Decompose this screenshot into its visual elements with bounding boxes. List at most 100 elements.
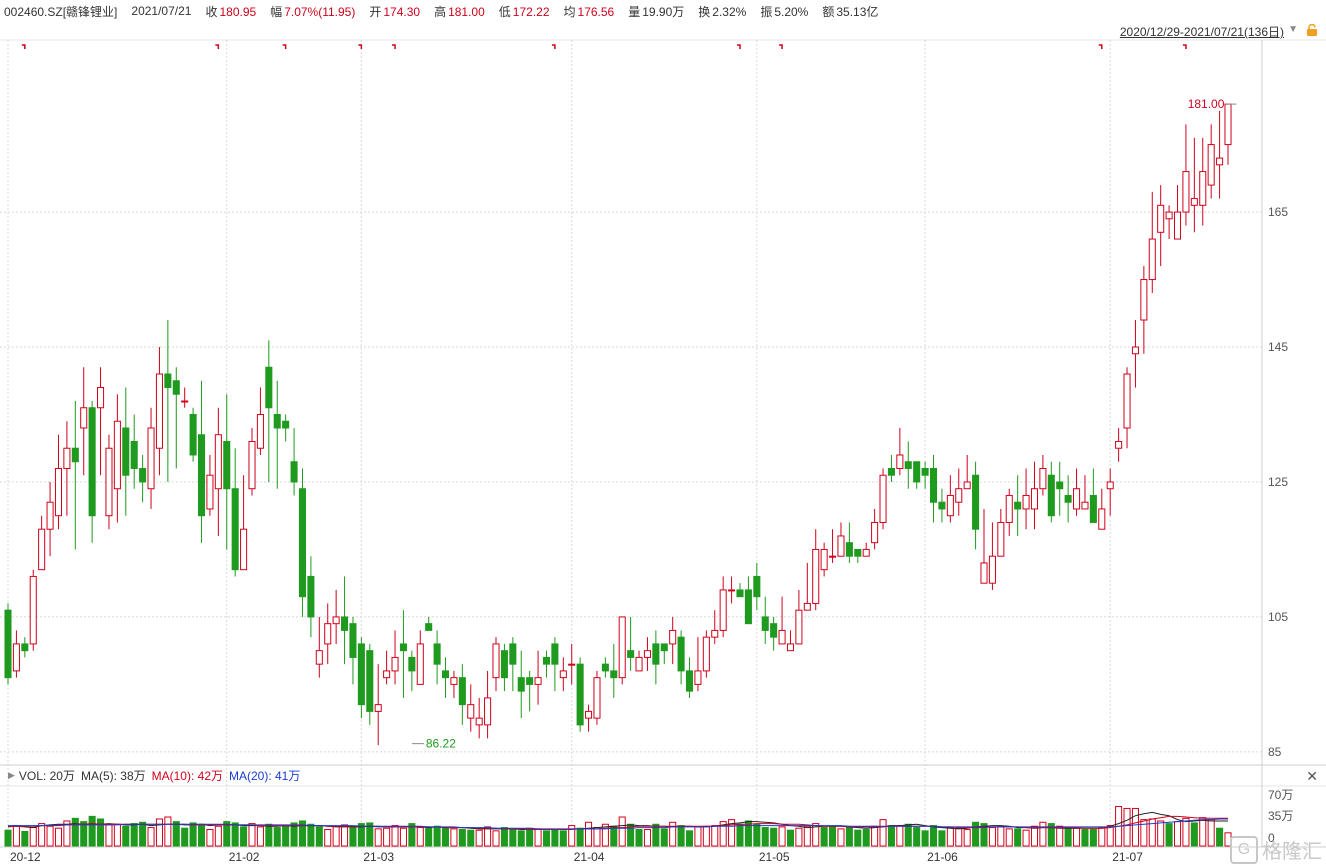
candle-down bbox=[172, 380, 180, 395]
quote-header: 002460.SZ[赣锋锂业] 2021/07/21 收 180.95 幅 7.07… bbox=[0, 0, 1326, 22]
candle-up bbox=[475, 717, 483, 726]
date-range-selector[interactable]: 2020/12/29-2021/07/21(136日) bbox=[1119, 25, 1284, 39]
candle-up bbox=[879, 474, 887, 523]
volume-bar-down bbox=[500, 827, 508, 847]
volume-indicator-bar: ▶ VOL: 20万 MA(5): 38万 MA(10): 42万 MA(20)… bbox=[0, 766, 1326, 784]
volume-bar-up bbox=[214, 825, 222, 847]
volume-bar-up bbox=[1199, 817, 1207, 847]
volume-bar-up bbox=[29, 827, 37, 847]
event-marker-icon bbox=[1098, 44, 1103, 49]
candle-up bbox=[728, 589, 736, 592]
candle-up bbox=[29, 575, 37, 645]
candle-down bbox=[677, 636, 685, 672]
volume-bar-down bbox=[862, 829, 870, 847]
candle-down bbox=[921, 467, 929, 476]
volume-bar-down bbox=[980, 823, 988, 847]
candle-down bbox=[273, 413, 281, 429]
ma10-label: MA(10): 42万 bbox=[151, 768, 223, 783]
lock-icon[interactable] bbox=[1306, 24, 1318, 36]
chevron-down-icon[interactable]: ▼ bbox=[1288, 24, 1298, 35]
candle-up bbox=[113, 420, 121, 490]
candle-down bbox=[441, 670, 450, 679]
volume-bar-up bbox=[206, 829, 214, 847]
candle-down bbox=[223, 440, 231, 490]
volume-bar-down bbox=[97, 818, 105, 847]
candle-up bbox=[248, 440, 256, 490]
amount-value: 35.13亿 bbox=[836, 4, 879, 19]
candle-down bbox=[357, 643, 365, 706]
volume-bar-down bbox=[1014, 828, 1022, 847]
month-tick-label: 20-12 bbox=[10, 850, 41, 864]
candle-up bbox=[1173, 211, 1182, 240]
volume-bar-up bbox=[38, 823, 46, 847]
candle-up bbox=[46, 501, 54, 530]
event-marker-icon bbox=[779, 44, 783, 49]
candle-up bbox=[1098, 508, 1106, 530]
volume-bar-up bbox=[871, 825, 879, 847]
candle-up bbox=[694, 670, 702, 685]
candle-up bbox=[1005, 494, 1013, 523]
volume-bar-up bbox=[997, 825, 1005, 847]
volume-bar-down bbox=[921, 830, 929, 847]
candle-up bbox=[862, 548, 870, 557]
candle-down bbox=[509, 643, 517, 665]
candle-down bbox=[972, 474, 980, 530]
candle-down bbox=[189, 413, 197, 456]
candle-down bbox=[551, 643, 559, 665]
candle-up bbox=[946, 494, 954, 517]
volume-bar-up bbox=[341, 824, 349, 847]
month-tick-label: 21-02 bbox=[229, 850, 260, 864]
candle-up bbox=[1157, 204, 1165, 233]
volume-bar-up bbox=[1182, 817, 1190, 847]
volume-bar-down bbox=[786, 829, 795, 847]
volume-bar-up bbox=[1022, 829, 1030, 847]
close-icon[interactable]: ✕ bbox=[1306, 768, 1318, 784]
candle-up bbox=[155, 373, 163, 449]
candle-up bbox=[669, 629, 677, 645]
candle-down bbox=[770, 623, 778, 638]
candle-down bbox=[21, 643, 29, 652]
volume-bar-up bbox=[1098, 827, 1106, 847]
volume-bar-up bbox=[778, 826, 786, 847]
candle-down bbox=[601, 663, 609, 672]
volume-bar-down bbox=[1216, 827, 1224, 847]
volume-bar-down bbox=[315, 826, 323, 847]
turnover-value: 2.32% bbox=[712, 4, 747, 19]
volume-bar-down bbox=[938, 830, 946, 847]
candle-up bbox=[80, 407, 88, 429]
candle-up bbox=[1115, 440, 1123, 449]
price-tick-label: 145 bbox=[1268, 340, 1288, 354]
candle-down bbox=[298, 488, 307, 598]
candle-up bbox=[837, 535, 845, 557]
candle-up bbox=[719, 589, 727, 631]
candle-down bbox=[197, 434, 206, 517]
volume-bar-down bbox=[770, 827, 778, 847]
volume-bar-up bbox=[1207, 819, 1215, 847]
collapse-triangle-icon[interactable]: ▶ bbox=[8, 769, 15, 780]
candle-up bbox=[206, 474, 214, 510]
candle-down bbox=[500, 650, 508, 679]
volume-bar-down bbox=[21, 831, 29, 847]
candle-up bbox=[1039, 467, 1047, 490]
candle-up bbox=[534, 677, 542, 685]
candle-up bbox=[240, 528, 248, 571]
volume-bar-down bbox=[1190, 822, 1198, 847]
candle-up bbox=[1022, 494, 1030, 510]
candle-down bbox=[685, 670, 694, 692]
volume-bar-down bbox=[181, 827, 189, 847]
volume-ma10-line bbox=[8, 815, 1228, 830]
volume-bar-up bbox=[147, 827, 155, 847]
volume-bar-up bbox=[54, 827, 63, 847]
volume-bar-down bbox=[677, 825, 685, 847]
candle-up bbox=[467, 704, 475, 719]
candle-up bbox=[896, 454, 904, 469]
candle-up bbox=[980, 562, 988, 584]
volume-tick-label: 70万 bbox=[1268, 788, 1293, 802]
month-tick-label: 21-06 bbox=[927, 850, 958, 864]
volume-bar-down bbox=[1165, 823, 1173, 847]
volume-bar-up bbox=[155, 818, 163, 847]
candle-up bbox=[324, 623, 332, 645]
volume-bar-up bbox=[164, 816, 172, 847]
volume-bar-up bbox=[332, 825, 340, 847]
volume-bar-up bbox=[719, 821, 727, 847]
